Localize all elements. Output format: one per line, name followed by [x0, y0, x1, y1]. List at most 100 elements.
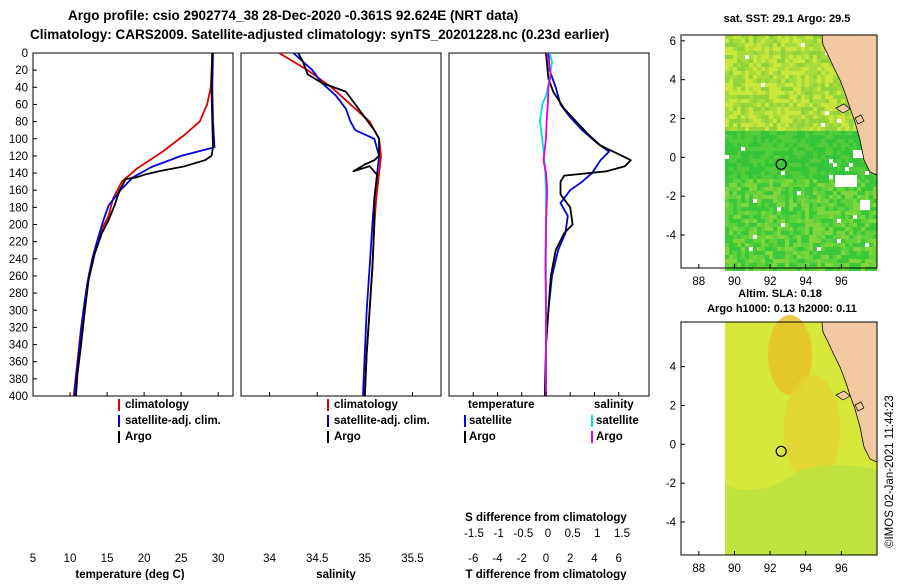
sst-cell — [777, 219, 781, 223]
sst-cell — [769, 95, 773, 99]
x2-tick-label: 1 — [594, 528, 600, 540]
sst-cell — [801, 39, 805, 43]
sst-cell — [729, 91, 733, 95]
sst-cell — [777, 79, 781, 83]
sst-cell — [741, 159, 745, 163]
sst-cell — [765, 39, 769, 43]
sst-cell — [785, 187, 789, 191]
sst-cell — [777, 111, 781, 115]
sst-cell — [753, 43, 757, 47]
sst-cell — [789, 179, 793, 183]
sst-cell — [809, 139, 813, 143]
sst-cell — [841, 131, 845, 135]
sst-cell — [733, 255, 737, 259]
sst-cell — [725, 227, 729, 231]
sst-cell — [777, 123, 781, 127]
sst-cell — [865, 171, 869, 175]
sst-cell — [789, 235, 793, 239]
sst-cell — [813, 199, 817, 203]
sst-cell — [821, 211, 825, 215]
sst-cell — [841, 135, 845, 139]
sst-cell — [769, 175, 773, 179]
sst-cell — [845, 251, 849, 255]
sst-cell — [789, 243, 793, 247]
sst-cell — [741, 171, 745, 175]
sst-cell — [737, 247, 741, 251]
sst-cell — [817, 167, 821, 171]
sst-cell — [841, 143, 845, 147]
sst-cell — [733, 59, 737, 63]
sst-cell — [773, 191, 777, 195]
sst-cell — [753, 187, 757, 191]
sst-cell — [805, 63, 809, 67]
series-argo — [75, 52, 214, 397]
sst-cell — [785, 119, 789, 123]
sst-cell — [729, 227, 733, 231]
sst-cell — [833, 91, 837, 95]
sst-cell — [817, 35, 821, 39]
sst-cell — [837, 215, 841, 219]
sst-cell — [745, 135, 749, 139]
sst-cell — [757, 163, 761, 167]
sst-cell — [865, 227, 869, 231]
sst-cell — [781, 247, 785, 251]
sst-cell — [857, 199, 861, 203]
sst-cell — [725, 191, 729, 195]
sst-cell — [837, 83, 841, 87]
sst-cell — [741, 219, 745, 223]
sst-cell — [769, 239, 773, 243]
sst-cell — [773, 79, 777, 83]
sst-cell — [841, 207, 845, 211]
sla-map-panel: Altim. SLA: 0.18 Argo h1000: 0.13 h2000:… — [666, 288, 878, 575]
sst-cell — [741, 75, 745, 79]
sst-cell — [753, 203, 757, 207]
sst-cell — [821, 91, 825, 95]
sst-cell — [821, 231, 825, 235]
sst-cell — [813, 227, 817, 231]
sst-cell — [793, 203, 797, 207]
sst-cell — [845, 167, 849, 171]
sst-cell — [725, 95, 729, 99]
sst-cell — [725, 155, 729, 159]
sst-cell — [825, 67, 829, 71]
x2-tick-label: -1.5 — [464, 528, 484, 540]
sst-cell — [725, 203, 729, 207]
sst-cell — [729, 123, 733, 127]
sst-cell — [729, 71, 733, 75]
sst-cell — [821, 51, 825, 55]
sst-cell — [737, 167, 741, 171]
sst-cell — [749, 95, 753, 99]
sst-cell — [769, 39, 773, 43]
sst-cell — [833, 251, 837, 255]
sst-cell — [873, 207, 877, 211]
sst-cell — [741, 63, 745, 67]
sst-cell — [801, 167, 805, 171]
sst-cell — [825, 103, 829, 107]
sst-cell — [765, 91, 769, 95]
x-tick-label: 6 — [615, 553, 621, 565]
sst-cell — [773, 223, 777, 227]
sst-cell — [785, 35, 789, 39]
sst-cell — [769, 99, 773, 103]
sst-cell — [737, 131, 741, 135]
title-line-2: Climatology: CARS2009. Satellite-adjuste… — [30, 27, 609, 42]
sst-cell — [813, 243, 817, 247]
sst-cell — [745, 175, 749, 179]
sst-cell — [777, 235, 781, 239]
sst-cell — [757, 167, 761, 171]
sst-cell — [769, 195, 773, 199]
sst-cell — [829, 251, 833, 255]
sst-cell — [845, 115, 849, 119]
sst-cell — [757, 127, 761, 131]
sst-cell — [869, 243, 873, 247]
sst-cell — [777, 151, 781, 155]
sst-cell — [741, 203, 745, 207]
sst-cell — [837, 235, 841, 239]
sst-cell — [829, 67, 833, 71]
sst-cell — [797, 67, 801, 71]
sst-cell — [753, 267, 757, 271]
sst-cell — [781, 175, 785, 179]
sst-cell — [777, 255, 781, 259]
map-x-tick-label: 88 — [692, 276, 705, 288]
sst-cell — [765, 163, 769, 167]
